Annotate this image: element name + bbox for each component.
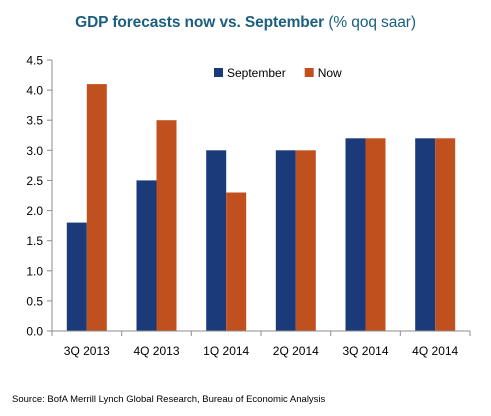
x-tick-label: 3Q 2014 — [342, 344, 388, 358]
x-tick-label: 3Q 2013 — [64, 344, 110, 358]
legend-swatch-september — [214, 68, 223, 77]
x-tick-label: 4Q 2014 — [412, 344, 458, 358]
bar-now-4q-2014 — [435, 138, 456, 331]
x-tick-label: 4Q 2013 — [133, 344, 179, 358]
bar-september-4q-2014 — [415, 138, 436, 331]
chart-subtitle: (% qoq saar) — [328, 14, 416, 31]
y-tick-label: 1.0 — [26, 264, 43, 278]
y-tick-label: 1.5 — [26, 234, 43, 248]
y-tick-label: 2.5 — [26, 174, 43, 188]
bar-september-3q-2014 — [345, 138, 366, 331]
chart-title: GDP forecasts now vs. September (% qoq s… — [0, 14, 491, 32]
y-tick-label: 0.5 — [26, 294, 43, 308]
y-tick-label: 4.5 — [26, 54, 43, 68]
legend-label-september: September — [227, 66, 286, 80]
bar-now-3q-2014 — [365, 138, 386, 331]
bar-september-2q-2014 — [275, 150, 296, 331]
x-tick-label: 2Q 2014 — [273, 344, 319, 358]
y-tick-label: 4.0 — [26, 84, 43, 98]
legend-label-now: Now — [318, 66, 342, 80]
y-tick-label: 2.0 — [26, 204, 43, 218]
y-tick-label: 0.0 — [26, 325, 43, 339]
bar-now-1q-2014 — [226, 192, 247, 331]
bar-now-4q-2013 — [156, 120, 177, 331]
y-tick-label: 3.5 — [26, 114, 43, 128]
bar-now-3q-2013 — [86, 84, 107, 331]
y-tick-label: 3.0 — [26, 144, 43, 158]
bar-september-4q-2013 — [136, 180, 157, 331]
x-tick-label: 1Q 2014 — [203, 344, 249, 358]
source-note: Source: BofA Merrill Lynch Global Resear… — [12, 394, 326, 405]
bar-september-1q-2014 — [206, 150, 227, 331]
chart-title-main: GDP forecasts now vs. September — [75, 14, 325, 31]
bar-september-3q-2013 — [66, 222, 87, 331]
legend-swatch-now — [304, 68, 314, 77]
bar-now-2q-2014 — [295, 150, 316, 331]
